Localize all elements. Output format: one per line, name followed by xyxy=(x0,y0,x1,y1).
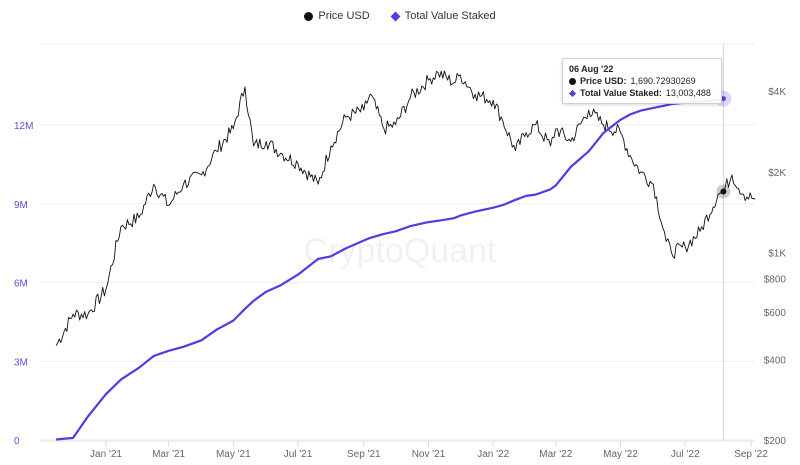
y-right-tick-label: $400 xyxy=(764,355,787,366)
tooltip-price-value: 1,690.72930269 xyxy=(630,76,696,86)
y-right-tick-label: $200 xyxy=(764,436,787,447)
legend-label-price-usd: Price USD xyxy=(318,10,370,22)
x-tick-label: May '21 xyxy=(216,449,251,460)
tooltip: 06 Aug '22 Price USD: 1,690.72930269 Tot… xyxy=(562,58,722,104)
x-tick-label: Jan '21 xyxy=(90,449,122,460)
legend-item-price-usd[interactable]: Price USD xyxy=(304,10,370,22)
circle-marker-icon xyxy=(569,77,576,85)
x-tick-label: Nov '21 xyxy=(412,449,446,460)
total-value-staked-line[interactable] xyxy=(55,97,724,441)
tooltip-row-price: Price USD: 1,690.72930269 xyxy=(569,75,715,87)
y-left-tick-label: 12M xyxy=(14,121,33,132)
x-tick-label: Mar '22 xyxy=(539,449,572,460)
legend: Price USD Total Value Staked xyxy=(0,10,800,22)
x-tick-label: Mar '21 xyxy=(152,449,185,460)
y-right-tick-label: $4K xyxy=(768,87,786,98)
tooltip-price-label: Price USD: xyxy=(580,76,627,86)
x-tick-label: Jul '22 xyxy=(671,449,700,460)
y-left-tick-label: 0 xyxy=(14,436,20,447)
tooltip-row-staked: Total Value Staked: 13,003,488 xyxy=(568,87,715,99)
y-left-tick-label: 9M xyxy=(14,200,28,211)
y-left-tick-label: 3M xyxy=(14,357,28,368)
x-tick-label: Sep '21 xyxy=(347,449,381,460)
price-hover-point[interactable] xyxy=(720,188,727,195)
watermark: CryptoQuant xyxy=(304,232,497,270)
tooltip-staked-value: 13,003,488 xyxy=(665,88,711,98)
y-right-tick-label: $800 xyxy=(764,275,787,286)
x-tick-label: Jan '22 xyxy=(477,449,509,460)
diamond-marker-icon xyxy=(568,89,577,97)
legend-label-total-value-staked: Total Value Staked xyxy=(404,10,496,22)
y-right-tick-label: $1K xyxy=(768,249,786,260)
y-right-tick-label: $2K xyxy=(768,168,786,179)
tooltip-staked-label: Total Value Staked: xyxy=(580,88,662,98)
staked-hover-point[interactable] xyxy=(720,96,726,102)
tooltip-date: 06 Aug '22 xyxy=(569,64,614,74)
y-right-tick-label: $600 xyxy=(764,308,787,319)
x-tick-label: Sep '22 xyxy=(734,449,768,460)
circle-marker-icon xyxy=(304,11,314,21)
y-left-tick-label: 6M xyxy=(14,279,28,290)
x-tick-label: May '22 xyxy=(603,449,638,460)
price-usd-line[interactable] xyxy=(55,70,756,346)
legend-item-total-value-staked[interactable]: Total Value Staked xyxy=(390,10,496,22)
x-tick-label: Jul '21 xyxy=(284,449,313,460)
